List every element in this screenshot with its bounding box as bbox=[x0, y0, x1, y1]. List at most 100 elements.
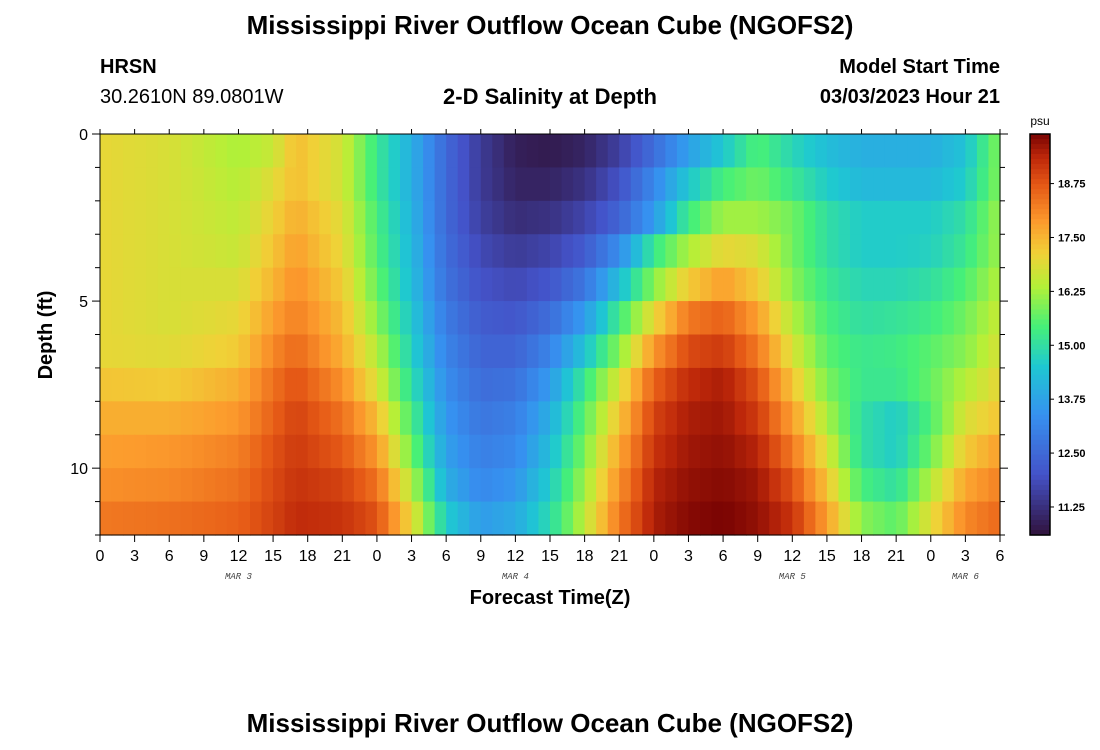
heatmap-cell bbox=[676, 267, 690, 302]
heatmap-cell bbox=[953, 234, 966, 269]
heatmap-cell bbox=[665, 200, 678, 235]
heatmap-cell bbox=[469, 501, 482, 536]
heatmap-cell bbox=[203, 401, 216, 436]
heatmap-cell bbox=[550, 234, 563, 269]
heatmap-cell bbox=[342, 234, 355, 269]
heatmap-cell bbox=[896, 501, 909, 536]
heatmap-cell bbox=[607, 200, 620, 235]
heatmap-cell bbox=[688, 200, 701, 235]
colorbar-segment bbox=[1030, 414, 1050, 421]
heatmap-cell bbox=[803, 134, 816, 169]
heatmap-cell bbox=[503, 501, 516, 536]
heatmap-cell bbox=[434, 267, 447, 302]
heatmap-cell bbox=[838, 301, 851, 336]
colorbar-segment bbox=[1030, 224, 1050, 230]
heatmap-cell bbox=[976, 434, 990, 469]
heatmap-cell bbox=[676, 434, 690, 469]
heatmap-cell bbox=[446, 468, 459, 503]
heatmap-cell bbox=[261, 200, 274, 235]
heatmap-cell bbox=[607, 501, 620, 536]
heatmap-cell bbox=[953, 301, 966, 336]
heatmap-cell bbox=[953, 367, 966, 402]
heatmap-cell bbox=[607, 434, 620, 469]
heatmap-cell bbox=[896, 367, 909, 402]
heatmap-cell bbox=[584, 267, 597, 302]
heatmap-cell bbox=[238, 501, 251, 536]
heatmap-cell bbox=[711, 401, 724, 436]
heatmap-cell bbox=[803, 501, 816, 536]
heatmap-cell bbox=[342, 267, 355, 302]
plot-axes: 0 3 6 9 12 15 18 21 0 3 6 9 12 15 18 21 0 3 6 9 12 15 18 21 0 3 6 M… bbox=[70, 127, 1008, 582]
heatmap-cell bbox=[792, 200, 805, 235]
heatmap-cell bbox=[284, 501, 297, 536]
heatmap-cell bbox=[319, 468, 332, 503]
heatmap-cell bbox=[192, 267, 205, 302]
heatmap-cell bbox=[169, 200, 182, 235]
heatmap-cell bbox=[503, 134, 516, 169]
heatmap-cell bbox=[134, 501, 147, 536]
heatmap-cell bbox=[192, 468, 205, 503]
heatmap-cell bbox=[896, 267, 909, 302]
heatmap-cell bbox=[365, 267, 378, 302]
heatmap-cell bbox=[723, 334, 736, 369]
heatmap-cell bbox=[100, 501, 113, 536]
heatmap-cell bbox=[423, 401, 436, 436]
heatmap-cell bbox=[365, 401, 378, 436]
x-tick-label: 9 bbox=[476, 548, 485, 565]
heatmap-cell bbox=[157, 334, 170, 369]
heatmap-cell bbox=[400, 468, 413, 503]
heatmap-cell bbox=[630, 501, 643, 536]
heatmap-cell bbox=[284, 167, 297, 202]
heatmap-cell bbox=[273, 501, 286, 536]
heatmap-cell bbox=[526, 134, 540, 169]
heatmap-cell bbox=[826, 334, 840, 369]
heatmap-cell bbox=[411, 434, 424, 469]
heatmap-cell bbox=[688, 434, 701, 469]
heatmap-cell bbox=[803, 334, 816, 369]
heatmap-cell bbox=[815, 434, 828, 469]
heatmap-cell bbox=[307, 401, 320, 436]
heatmap-cell bbox=[746, 234, 759, 269]
heatmap-cell bbox=[434, 501, 447, 536]
heatmap-cell bbox=[353, 301, 366, 336]
heatmap-cell bbox=[319, 134, 332, 169]
heatmap-cell bbox=[584, 434, 597, 469]
heatmap-cell bbox=[550, 301, 563, 336]
colorbar-segment bbox=[1030, 219, 1050, 225]
heatmap-cell bbox=[342, 434, 355, 469]
heatmap-cell bbox=[965, 167, 978, 202]
heatmap-cell bbox=[826, 200, 840, 235]
heatmap-cell bbox=[376, 501, 390, 536]
heatmap-cell bbox=[526, 267, 540, 302]
heatmap-cell bbox=[665, 401, 678, 436]
heatmap-cell bbox=[700, 167, 713, 202]
x-tick-label: 18 bbox=[576, 548, 594, 565]
heatmap-cell bbox=[434, 334, 447, 369]
heatmap-cell bbox=[238, 334, 251, 369]
heatmap-cell bbox=[123, 401, 136, 436]
heatmap-cell bbox=[746, 267, 759, 302]
heatmap-cell bbox=[873, 401, 886, 436]
heatmap-cell bbox=[169, 434, 182, 469]
heatmap-cell bbox=[700, 234, 713, 269]
heatmap-cell bbox=[261, 434, 274, 469]
heatmap-cell bbox=[226, 434, 240, 469]
station-coordinates: 30.2610N 89.0801W bbox=[100, 86, 284, 108]
heatmap-cell bbox=[734, 167, 747, 202]
heatmap-cell bbox=[711, 468, 724, 503]
colorbar-segment bbox=[1030, 459, 1050, 466]
colorbar-segment bbox=[1030, 344, 1050, 351]
heatmap-cell bbox=[526, 301, 540, 336]
heatmap-cell bbox=[330, 234, 343, 269]
heatmap-cell bbox=[838, 267, 851, 302]
heatmap-cell bbox=[273, 367, 286, 402]
heatmap-cell bbox=[365, 501, 378, 536]
heatmap-cell bbox=[492, 301, 505, 336]
heatmap-cell bbox=[319, 401, 332, 436]
heatmap-cell bbox=[388, 267, 401, 302]
heatmap-cell bbox=[515, 401, 528, 436]
heatmap-cell bbox=[146, 301, 159, 336]
heatmap-cell bbox=[896, 434, 909, 469]
heatmap-cell bbox=[584, 301, 597, 336]
heatmap-cell bbox=[803, 200, 816, 235]
